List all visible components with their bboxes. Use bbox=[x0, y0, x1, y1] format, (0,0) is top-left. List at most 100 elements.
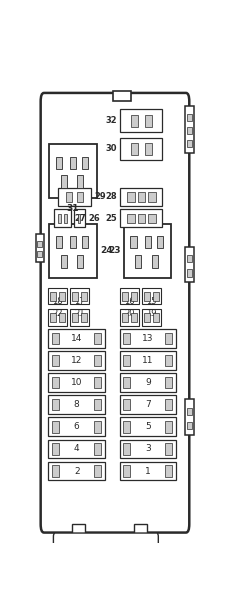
Bar bbox=[94, 377, 101, 389]
Bar bbox=[142, 309, 161, 326]
Bar bbox=[145, 237, 151, 248]
Bar bbox=[54, 209, 71, 228]
Bar bbox=[187, 422, 192, 429]
Bar bbox=[165, 333, 172, 344]
Bar bbox=[77, 192, 83, 202]
Bar bbox=[52, 422, 59, 432]
Text: 11: 11 bbox=[142, 356, 153, 365]
Text: 26: 26 bbox=[88, 214, 100, 223]
Bar bbox=[94, 422, 101, 432]
Bar bbox=[165, 422, 172, 432]
Bar bbox=[187, 127, 192, 134]
Bar bbox=[70, 157, 76, 168]
Text: 18: 18 bbox=[52, 296, 63, 306]
Bar bbox=[131, 292, 137, 301]
Text: 13: 13 bbox=[142, 334, 153, 343]
Bar bbox=[130, 237, 137, 248]
Bar bbox=[120, 209, 162, 228]
Bar bbox=[127, 214, 135, 223]
Bar bbox=[52, 465, 59, 476]
Bar bbox=[120, 373, 176, 392]
Text: 23: 23 bbox=[108, 246, 121, 255]
Bar bbox=[50, 292, 56, 301]
Bar bbox=[120, 351, 176, 370]
Bar bbox=[120, 188, 162, 206]
Bar bbox=[49, 223, 97, 278]
Bar bbox=[185, 246, 194, 282]
Bar bbox=[120, 137, 162, 160]
Text: 17: 17 bbox=[74, 296, 85, 306]
Bar bbox=[122, 314, 128, 322]
Bar bbox=[153, 314, 159, 322]
Bar bbox=[64, 214, 67, 223]
Bar bbox=[142, 288, 161, 304]
Bar bbox=[72, 314, 78, 322]
Text: 19: 19 bbox=[146, 309, 157, 318]
Bar bbox=[131, 314, 137, 322]
Bar bbox=[123, 422, 130, 432]
Bar bbox=[81, 292, 87, 301]
Text: 21: 21 bbox=[74, 309, 85, 318]
Bar bbox=[165, 465, 172, 476]
Bar bbox=[113, 91, 131, 101]
Bar bbox=[123, 377, 130, 389]
Bar bbox=[134, 524, 147, 538]
Bar bbox=[72, 292, 78, 301]
Bar bbox=[122, 292, 128, 301]
Bar bbox=[187, 269, 192, 276]
Bar bbox=[120, 440, 176, 458]
Bar bbox=[70, 237, 76, 248]
Bar bbox=[144, 292, 150, 301]
Bar bbox=[52, 443, 59, 454]
Bar bbox=[48, 309, 67, 326]
Bar bbox=[56, 157, 62, 168]
Text: 6: 6 bbox=[74, 422, 80, 431]
Bar bbox=[138, 192, 145, 202]
Bar bbox=[165, 355, 172, 366]
Bar bbox=[94, 355, 101, 366]
Text: 12: 12 bbox=[71, 356, 82, 365]
Bar bbox=[70, 309, 89, 326]
Bar bbox=[78, 214, 80, 223]
Bar bbox=[131, 115, 138, 127]
Bar bbox=[59, 314, 65, 322]
Text: 3: 3 bbox=[145, 445, 151, 453]
Bar bbox=[56, 237, 62, 248]
Bar bbox=[94, 465, 101, 476]
Bar bbox=[145, 143, 152, 155]
Bar bbox=[120, 395, 176, 414]
FancyBboxPatch shape bbox=[53, 533, 158, 552]
Bar bbox=[59, 292, 65, 301]
Bar bbox=[135, 255, 141, 268]
Bar bbox=[152, 255, 158, 268]
Text: 9: 9 bbox=[145, 378, 151, 387]
Bar bbox=[48, 440, 105, 458]
Bar bbox=[82, 237, 88, 248]
Bar bbox=[48, 462, 105, 481]
Bar bbox=[144, 314, 150, 322]
Bar bbox=[37, 241, 42, 247]
Bar bbox=[120, 329, 176, 348]
Bar bbox=[61, 255, 67, 268]
Bar bbox=[187, 255, 192, 262]
Bar bbox=[52, 333, 59, 344]
Text: 15: 15 bbox=[146, 296, 157, 306]
Text: 7: 7 bbox=[145, 400, 151, 409]
Text: 5: 5 bbox=[145, 422, 151, 431]
Text: 2: 2 bbox=[74, 467, 79, 476]
Bar bbox=[131, 143, 138, 155]
Text: 10: 10 bbox=[71, 378, 82, 387]
Text: 30: 30 bbox=[106, 145, 117, 153]
Bar bbox=[48, 329, 105, 348]
Bar bbox=[138, 214, 145, 223]
Bar bbox=[48, 417, 105, 436]
Bar bbox=[50, 314, 56, 322]
Bar bbox=[185, 106, 194, 153]
Bar bbox=[52, 399, 59, 411]
Bar bbox=[153, 292, 159, 301]
Bar bbox=[77, 176, 83, 188]
Text: 8: 8 bbox=[74, 400, 80, 409]
Bar bbox=[123, 443, 130, 454]
Text: 1: 1 bbox=[145, 467, 151, 476]
Bar bbox=[48, 288, 67, 304]
